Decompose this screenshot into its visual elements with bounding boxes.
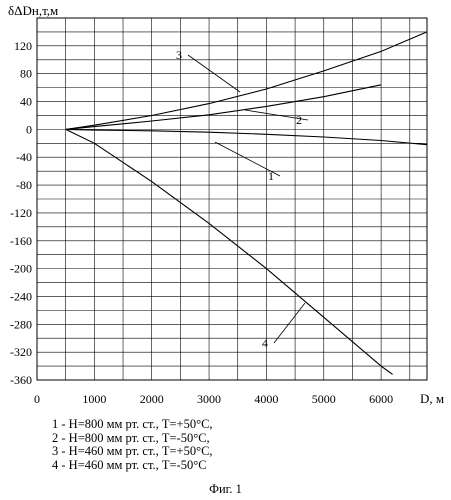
x-tick-labels: 0 1000 2000 3000 4000 5000 6000 — [34, 392, 393, 406]
annotation-leader-2 — [244, 109, 309, 121]
curve-annotations: 3 2 1 4 — [176, 48, 309, 350]
y-tick-label: -320 — [10, 345, 32, 359]
y-tick-label: -160 — [10, 234, 32, 248]
y-tick-label: -280 — [10, 317, 32, 331]
annotation-label-3: 3 — [176, 48, 182, 62]
y-tick-label: 120 — [14, 39, 32, 53]
legend-item-3: 3 - H=460 мм рт. ст., T=+50°C, — [52, 444, 213, 458]
series-line-1 — [65, 128, 428, 146]
series-line-2 — [65, 84, 382, 130]
y-tick-label: -200 — [10, 262, 32, 276]
grid — [36, 17, 428, 381]
y-tick-label: -80 — [16, 178, 32, 192]
x-tick-label: 1000 — [82, 392, 106, 406]
y-tick-label: -40 — [16, 150, 32, 164]
series-line-3 — [65, 31, 428, 130]
annotation-leader-4 — [273, 302, 306, 344]
y-tick-label: -120 — [10, 206, 32, 220]
x-axis-title: D, м — [420, 391, 444, 406]
x-tick-label: 0 — [34, 392, 40, 406]
legend: 1 - H=800 мм рт. ст., T=+50°C, 2 - H=800… — [52, 417, 213, 472]
y-tick-label: -240 — [10, 289, 32, 303]
annotation-leader-3 — [187, 54, 241, 93]
figure-caption: Фиг. 1 — [209, 482, 242, 496]
x-tick-label: 5000 — [312, 392, 336, 406]
legend-item-1: 1 - H=800 мм рт. ст., T=+50°C, — [52, 417, 213, 431]
annotation-label-4: 4 — [262, 336, 268, 350]
x-tick-label: 4000 — [254, 392, 278, 406]
annotation-label-2: 2 — [296, 113, 302, 127]
chart: δΔDн,т,м 12080400-40-80-120-160-200-240-… — [8, 3, 444, 406]
y-tick-label: -360 — [10, 373, 32, 387]
legend-item-2: 2 - H=800 мм рт. ст., T=-50°C, — [52, 430, 210, 445]
annotation-leader-1 — [214, 141, 281, 177]
y-tick-label: 40 — [20, 95, 32, 109]
y-tick-labels: 120 80 40 0 -40 -80 -120 -160 -200 -240 -280 -320 -3… — [10, 39, 32, 387]
x-tick-label: 3000 — [197, 392, 221, 406]
y-tick-label: 0 — [26, 122, 32, 136]
y-axis-title: δΔDн,т,м — [8, 3, 58, 18]
y-tick-label: 80 — [20, 67, 32, 81]
series-line-4 — [65, 128, 393, 375]
annotation-label-1: 1 — [268, 169, 274, 183]
series-lines — [65, 31, 428, 375]
legend-item-4: 4 - H=460 мм рт. ст., T=-50°C — [52, 457, 207, 472]
x-tick-label: 2000 — [140, 392, 164, 406]
x-tick-label: 6000 — [369, 392, 393, 406]
